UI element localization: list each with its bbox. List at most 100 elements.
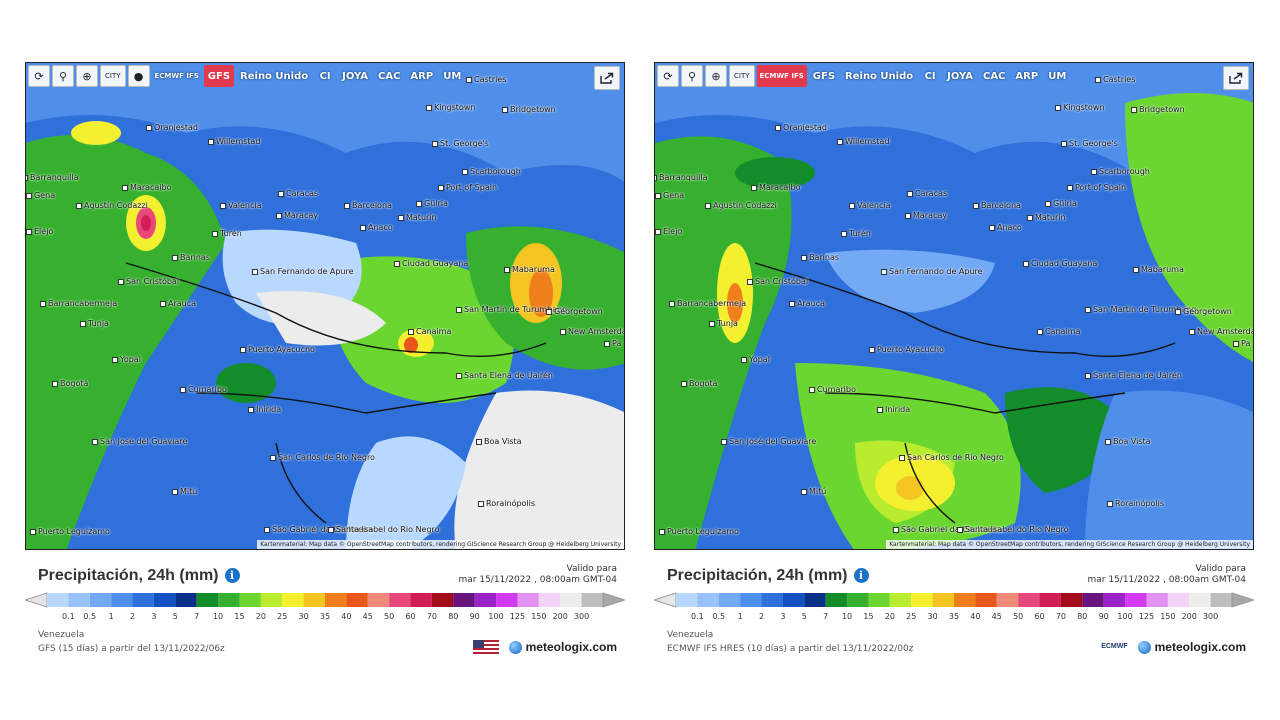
zoom-icon[interactable]: ⊕ — [76, 65, 98, 87]
scale-arrow-right — [1231, 592, 1254, 608]
brand-logo[interactable]: ECMWF meteologix.com — [1101, 640, 1246, 654]
model-tab-arp[interactable]: ARP — [410, 70, 434, 82]
chart-title-text: Precipitación, 24h (mm) — [667, 567, 848, 584]
model-tab-ci[interactable]: CI — [319, 70, 331, 82]
share-icon[interactable] — [594, 66, 620, 90]
scale-swatch — [1018, 593, 1040, 607]
city-label: Santa Elena de Uairén — [1085, 371, 1182, 380]
model-tab-um[interactable]: UM — [1048, 70, 1067, 82]
us-flag-icon — [472, 640, 499, 654]
model-tab-gfs[interactable]: GFS — [812, 70, 836, 82]
region-label: Venezuela — [38, 630, 85, 640]
city-label: Bogotá — [52, 379, 88, 388]
city-label: Barrancabermeja — [40, 299, 117, 308]
model-tab-reino-unido[interactable]: Reino Unido — [845, 70, 914, 82]
color-scale-ticks: 0.1 0.5 1 2 3 5 7 10 15 20 25 30 35 40 45 50 60 70 80 90 100… — [654, 612, 1254, 624]
city-label: Inírida — [248, 405, 281, 414]
scale-tick-label: 300 — [573, 612, 590, 621]
scale-tick-label: 90 — [1098, 612, 1109, 621]
city-label: Canaima — [408, 327, 451, 336]
city-label: San Carlos de Río Negro — [899, 453, 1004, 462]
scale-swatch — [47, 593, 69, 607]
scale-swatch — [804, 593, 826, 607]
zoom-icon[interactable]: ⊕ — [705, 65, 727, 87]
city-toggle-button[interactable]: CITY — [100, 65, 126, 87]
share-icon[interactable] — [1223, 66, 1249, 90]
city-label: Puerto Ayacucho — [240, 345, 315, 354]
city-label: Barranquilla — [26, 173, 79, 182]
city-label: Anaco — [989, 223, 1022, 232]
scale-tick-label: 35 — [319, 612, 331, 621]
scale-tick-label: 40 — [970, 612, 981, 621]
scale-tick-label: 70 — [1055, 612, 1067, 621]
precipitation-map[interactable]: ⟳ ⚲ ⊕ CITY ECMWF IFS GFS Reino Unido CI … — [654, 62, 1254, 550]
location-pin-icon[interactable]: ⚲ — [52, 65, 74, 87]
scale-tick-label: 15 — [234, 612, 245, 621]
city-label: Pa — [1233, 339, 1250, 348]
city-label: Gena — [655, 191, 684, 200]
city-label: Mabaruma — [1133, 265, 1184, 274]
scale-tick-label: 40 — [341, 612, 352, 621]
scale-swatch — [453, 593, 475, 607]
model-tab-joya[interactable]: JOYA — [342, 70, 368, 82]
scale-swatch — [1125, 593, 1147, 607]
scale-swatch — [1060, 593, 1083, 607]
brand-logo[interactable]: meteologix.com — [472, 640, 617, 654]
scale-tick-label: 80 — [448, 612, 459, 621]
region-label: Venezuela — [667, 630, 714, 640]
city-label: Mabaruma — [504, 265, 555, 274]
city-label: Elejo — [26, 227, 53, 236]
scale-tick-label: 15 — [863, 612, 874, 621]
info-icon[interactable]: i — [853, 568, 869, 584]
chart-title: Precipitación, 24h (mm) i — [38, 567, 240, 585]
model-tab-reino-unido[interactable]: Reino Unido — [240, 70, 309, 82]
city-label: Elejo — [655, 227, 682, 236]
info-icon[interactable]: i — [224, 568, 240, 584]
chart-title: Precipitación, 24h (mm) i — [667, 567, 869, 585]
model-tab-joya[interactable]: JOYA — [947, 70, 973, 82]
model-tab-cac[interactable]: CAC — [983, 70, 1006, 82]
city-label: Oranjestad — [146, 123, 198, 132]
reload-icon[interactable]: ⟳ — [657, 65, 679, 87]
scale-swatch — [581, 593, 603, 607]
scale-tick-label: 0.5 — [712, 612, 726, 621]
city-label: São Gabriel da Cachoeira — [893, 525, 1003, 534]
city-label: Santa Isabel do Rio Negro — [328, 525, 440, 534]
reload-icon[interactable]: ⟳ — [28, 65, 50, 87]
model-tab-arp[interactable]: ARP — [1015, 70, 1039, 82]
scale-tick-label: 3 — [780, 612, 786, 621]
city-label: Georgetown — [1175, 307, 1232, 316]
scale-swatch — [676, 593, 698, 607]
model-tab-cac[interactable]: CAC — [378, 70, 401, 82]
scale-swatch — [389, 593, 411, 607]
scale-swatch — [740, 593, 762, 607]
model-tab-ci[interactable]: CI — [924, 70, 936, 82]
city-label: Maracay — [276, 211, 318, 220]
scale-tick-label: 35 — [948, 612, 960, 621]
model-tab-gfs[interactable]: GFS — [203, 65, 235, 87]
scale-swatch — [1082, 593, 1104, 607]
city-label: Turén — [841, 229, 871, 238]
city-label: Cumaribo — [809, 385, 856, 394]
chart-title-text: Precipitación, 24h (mm) — [38, 567, 219, 584]
city-label: Boa Vista — [476, 437, 522, 446]
model-tab-ecmwf[interactable]: ECMWF IFS — [154, 72, 199, 80]
scale-swatch — [538, 593, 561, 607]
scale-tick-label: 100 — [1117, 612, 1133, 621]
scale-tick-label: 45 — [362, 612, 373, 621]
location-pin-icon[interactable]: ⚲ — [681, 65, 703, 87]
model-tab-um[interactable]: UM — [443, 70, 462, 82]
map-toolbar: ⟳ ⚲ ⊕ CITY ● ECMWF IFS GFS Reino Unido C… — [28, 65, 465, 89]
city-label: San José del Guaviare — [92, 437, 187, 446]
dark-mode-icon[interactable]: ● — [127, 65, 150, 87]
city-toggle-button[interactable]: CITY — [729, 65, 755, 87]
scale-swatch — [260, 593, 283, 607]
globe-icon — [1137, 640, 1151, 654]
scale-swatch — [996, 593, 1019, 607]
model-tab-ecmwf[interactable]: ECMWF IFS — [756, 65, 807, 87]
scale-swatch — [1039, 593, 1061, 607]
scale-tick-label: 60 — [405, 612, 416, 621]
scale-swatch — [325, 593, 347, 607]
precipitation-map[interactable]: ⟳ ⚲ ⊕ CITY ● ECMWF IFS GFS Reino Unido C… — [25, 62, 625, 550]
color-scale — [654, 592, 1254, 608]
